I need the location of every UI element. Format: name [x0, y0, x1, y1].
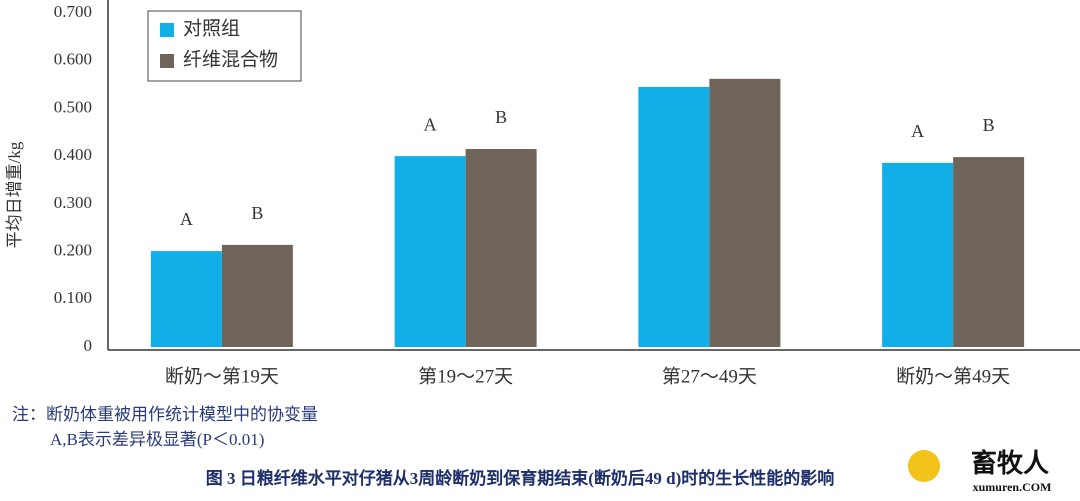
- significance-letter: A: [180, 209, 193, 229]
- legend-swatch: [160, 23, 174, 37]
- significance-letter: A: [911, 121, 924, 141]
- y-tick-label: 0.400: [54, 145, 92, 164]
- significance-letter: B: [495, 107, 507, 127]
- caption: 图 3 日粮纤维水平对仔猪从3周龄断奶到保育期结束(断奶后49 d)时的生长性能…: [206, 468, 835, 488]
- bar: [709, 78, 781, 348]
- x-tick-label: 第19～27天: [418, 365, 513, 387]
- y-tick-label: 0.600: [54, 50, 92, 69]
- y-tick-label: 0.100: [54, 288, 92, 307]
- bar: [465, 148, 537, 347]
- note: A,B表示差异极显著(P＜0.01): [50, 430, 264, 449]
- y-tick-label: 0: [84, 336, 93, 355]
- x-tick-label: 断奶～第19天: [165, 365, 279, 387]
- bar: [221, 244, 293, 347]
- bar: [953, 157, 1025, 347]
- logo-icon: [908, 450, 940, 482]
- legend-box: [147, 10, 302, 82]
- logo-site: xumuren.COM: [973, 480, 1052, 494]
- x-tick-label: 第27～49天: [662, 365, 757, 387]
- bar: [638, 86, 710, 347]
- bar: [882, 162, 954, 347]
- legend-label: 纤维混合物: [183, 48, 278, 70]
- legend-swatch: [160, 54, 174, 68]
- y-tick-label: 0.700: [54, 2, 92, 21]
- y-tick-label: 0.300: [54, 193, 92, 212]
- bar: [394, 156, 466, 347]
- note: 注：断奶体重被用作统计模型中的协变量: [12, 405, 318, 424]
- significance-letter: B: [251, 203, 263, 223]
- x-tick-label: 断奶～第49天: [896, 365, 1010, 387]
- logo-name: 畜牧人: [971, 448, 1049, 478]
- y-axis-label: 平均日增重/kg: [5, 141, 24, 248]
- significance-letter: B: [983, 115, 995, 135]
- bar: [150, 251, 222, 347]
- legend-label: 对照组: [183, 17, 240, 39]
- significance-letter: A: [424, 114, 437, 134]
- y-tick-label: 0.200: [54, 240, 92, 259]
- y-tick-label: 0.500: [54, 97, 92, 116]
